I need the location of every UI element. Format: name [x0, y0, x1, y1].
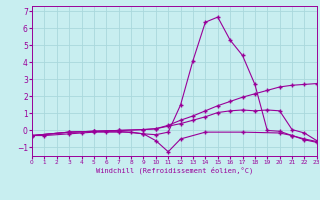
- X-axis label: Windchill (Refroidissement éolien,°C): Windchill (Refroidissement éolien,°C): [96, 167, 253, 174]
